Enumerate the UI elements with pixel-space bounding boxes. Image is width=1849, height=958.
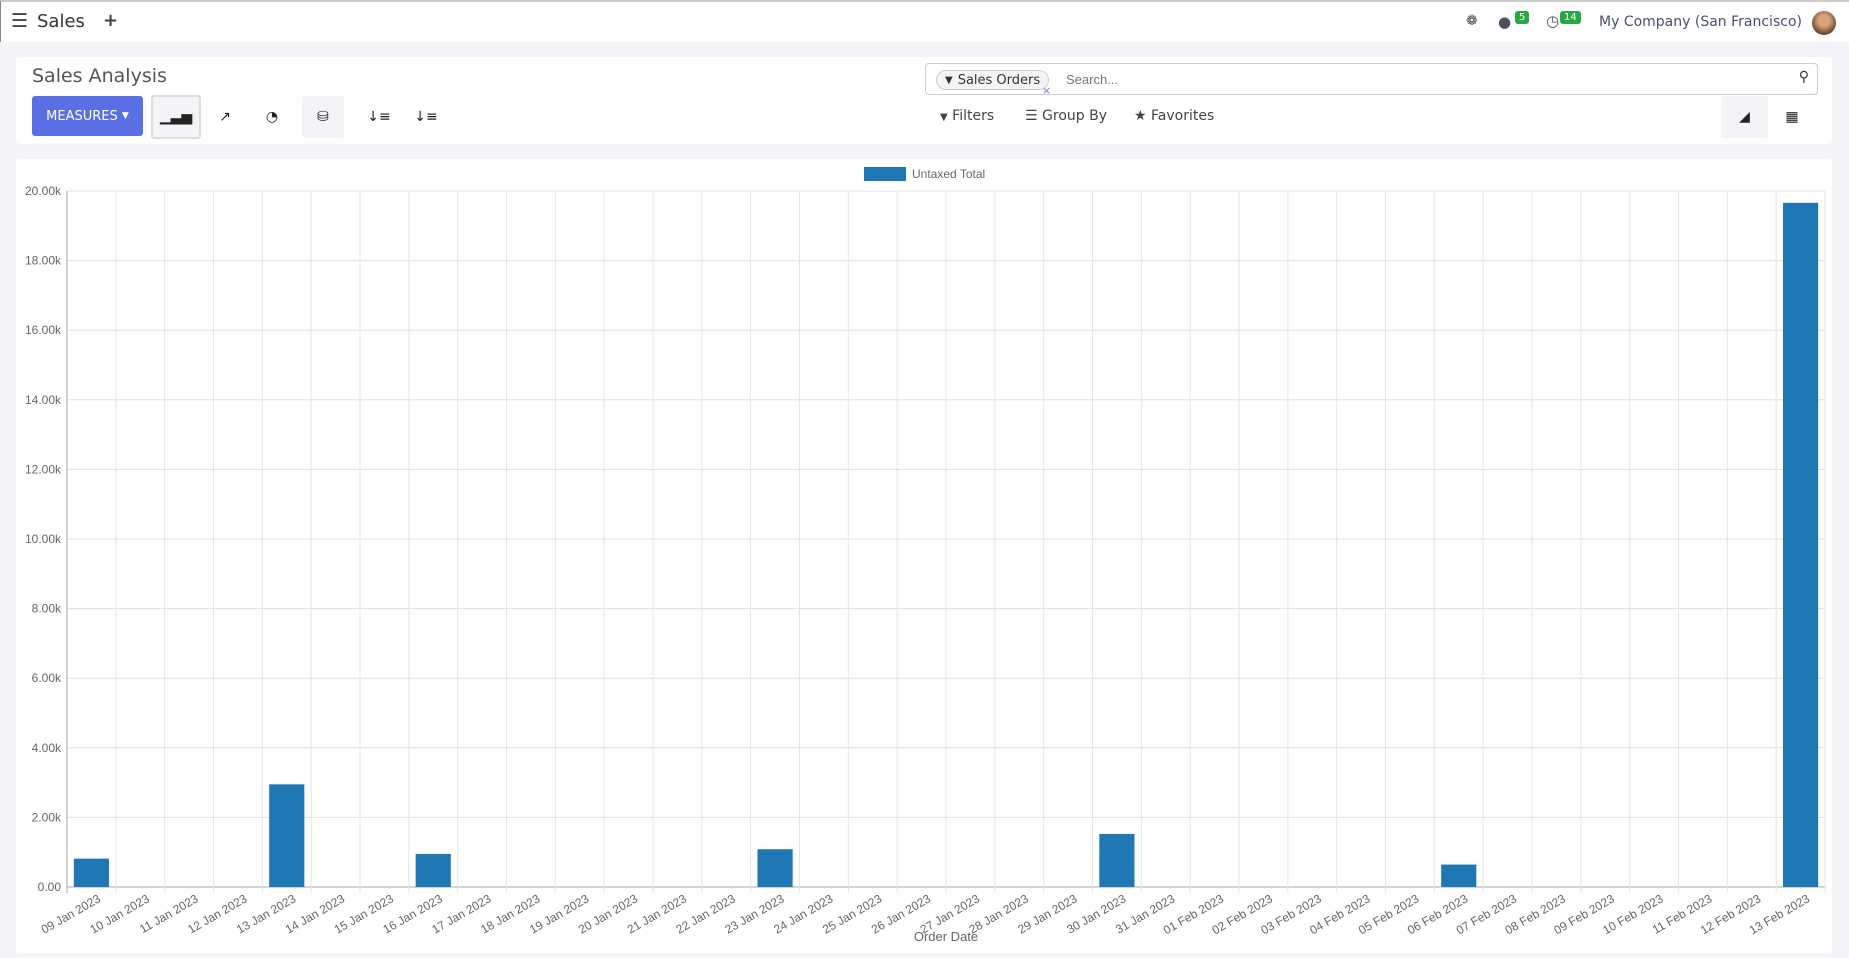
- clock-icon[interactable]: ◷: [1546, 12, 1560, 30]
- star-icon: ★: [1134, 108, 1147, 124]
- filters-label: Filters: [952, 108, 995, 124]
- plus-icon[interactable]: +: [103, 10, 119, 31]
- bug-icon[interactable]: ❁: [1466, 13, 1478, 29]
- y-tick-label: 12.00k: [25, 462, 62, 476]
- search-input[interactable]: [1066, 69, 1766, 89]
- y-tick-label: 16.00k: [25, 323, 62, 337]
- y-tick-label: 0.00: [38, 880, 62, 894]
- y-tick-label: 18.00k: [25, 254, 62, 268]
- groupby-label: Group By: [1042, 108, 1107, 124]
- favorites-label: Favorites: [1151, 108, 1215, 124]
- y-tick-label: 20.00k: [25, 184, 62, 198]
- x-axis-label: Order Date: [914, 929, 978, 944]
- line-chart-button[interactable]: ↗: [204, 96, 246, 138]
- y-tick-label: 4.00k: [32, 741, 62, 755]
- bar: [73, 858, 109, 887]
- chat-icon[interactable]: ●: [1498, 13, 1512, 31]
- line-chart-icon: ↗: [219, 109, 231, 125]
- remove-facet-icon[interactable]: ×: [1042, 84, 1052, 97]
- stacked-button[interactable]: ⛁: [302, 96, 344, 138]
- favorites-button[interactable]: ★ Favorites: [1134, 108, 1214, 124]
- y-tick-label: 14.00k: [25, 393, 62, 407]
- legend-swatch: [864, 167, 906, 181]
- y-tick-label: 8.00k: [32, 602, 62, 616]
- chart-card: 0.00 2.00k 4.00k 6.00k 8.00k 10.00k 12.00k 14.0…: [16, 159, 1832, 953]
- database-icon: ⛁: [317, 109, 329, 125]
- control-panel: Sales Analysis MEASURES ▼ ▁▃▅ ↗ ◔ ⛁ ↓≡ ↓…: [16, 57, 1832, 144]
- activities-badge: 14: [1560, 11, 1581, 24]
- pie-chart-button[interactable]: ◔: [251, 96, 293, 138]
- company-switcher[interactable]: My Company (San Francisco): [1599, 14, 1802, 30]
- layers-icon: ☰: [1025, 108, 1038, 124]
- facet-label: Sales Orders: [957, 72, 1041, 88]
- legend-label: Untaxed Total: [912, 167, 985, 181]
- app-name[interactable]: Sales: [37, 11, 85, 32]
- bar: [1441, 864, 1477, 887]
- sort-descending-button[interactable]: ↓≡: [358, 96, 400, 138]
- filters-button[interactable]: ▼ Filters: [940, 108, 994, 124]
- bar-chart: 0.00 2.00k 4.00k 6.00k 8.00k 10.00k 12.00k 14.0…: [25, 167, 1826, 944]
- menu-icon[interactable]: ☰: [11, 10, 29, 32]
- search-icon[interactable]: ⚲: [1798, 69, 1809, 85]
- avatar[interactable]: [1812, 11, 1836, 35]
- bar: [1099, 833, 1135, 887]
- measures-button[interactable]: MEASURES ▼: [32, 96, 143, 136]
- page-title: Sales Analysis: [32, 65, 167, 87]
- sort-ascending-button[interactable]: ↓≡: [405, 96, 447, 138]
- messages-badge: 5: [1515, 11, 1530, 24]
- bar: [269, 784, 305, 887]
- filter-icon: ▼: [940, 112, 948, 123]
- y-tick-label: 2.00k: [32, 810, 62, 824]
- bar: [1783, 202, 1819, 887]
- bar: [415, 853, 451, 887]
- filter-icon: ▼: [945, 74, 953, 86]
- sort-ascending-icon: ↓≡: [414, 109, 438, 125]
- area-chart-icon: ◢: [1739, 109, 1750, 125]
- bar-chart-icon: ▁▃▅: [159, 109, 193, 125]
- y-tick-label: 10.00k: [25, 532, 62, 546]
- pivot-view-button[interactable]: ▦: [1771, 96, 1813, 138]
- top-navbar: ☰ Sales + ❁ ● 5 ◷ 14 My Company (San Fra…: [0, 0, 1849, 42]
- pie-chart-icon: ◔: [265, 109, 279, 125]
- search-bar: ▼ Sales Orders × ⚲: [925, 63, 1818, 97]
- measures-label: MEASURES: [46, 108, 118, 124]
- y-tick-label: 6.00k: [32, 671, 62, 685]
- groupby-button[interactable]: ☰ Group By: [1025, 108, 1107, 124]
- sort-descending-icon: ↓≡: [367, 109, 391, 125]
- caret-down-icon: ▼: [121, 111, 129, 121]
- table-icon: ▦: [1785, 109, 1799, 125]
- bar: [757, 849, 793, 887]
- search-facet[interactable]: ▼ Sales Orders: [936, 70, 1050, 90]
- graph-view-button[interactable]: ◢: [1721, 96, 1768, 138]
- bar-chart-button[interactable]: ▁▃▅: [151, 95, 201, 139]
